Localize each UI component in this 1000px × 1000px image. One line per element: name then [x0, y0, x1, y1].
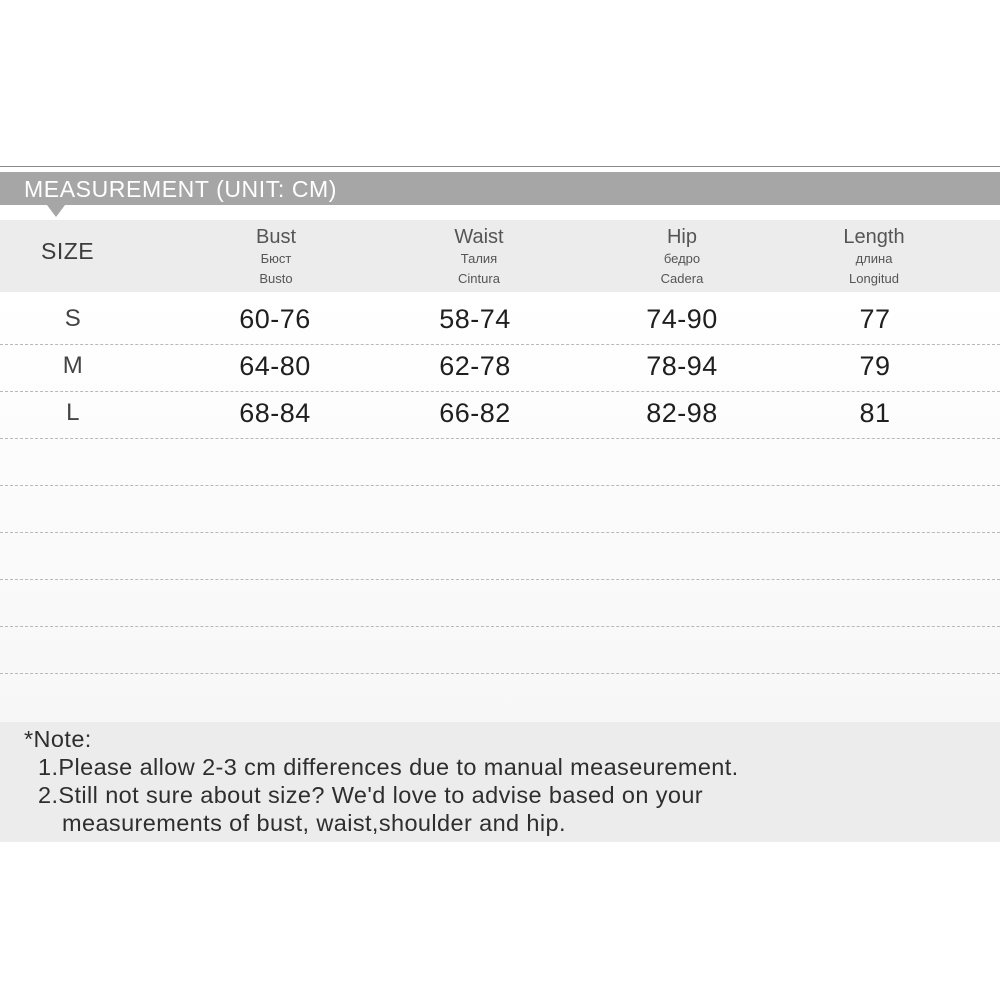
column-heading-length: Length длина Longitud [774, 224, 974, 289]
row-divider [0, 485, 1000, 486]
banner-pointer-icon [47, 205, 65, 217]
column-label-ru: длина [855, 251, 893, 266]
column-label-ru: Талия [460, 251, 498, 266]
size-cell: L [66, 399, 80, 426]
column-label-es: Cadera [660, 271, 704, 286]
bust-cell: 68-84 [239, 398, 311, 428]
row-divider [0, 344, 1000, 345]
bust-cell: 60-76 [239, 304, 311, 334]
size-cell: M [62, 352, 84, 379]
bust-cell: 64-80 [239, 351, 311, 381]
column-label-en: Waist [454, 226, 504, 248]
column-label-ru: Бюст [260, 251, 292, 266]
table-header [0, 220, 1000, 292]
column-label-en: Hip [666, 226, 697, 248]
table-body [0, 292, 1000, 722]
table-row: L 68-84 66-82 82-98 81 [0, 391, 1000, 435]
row-divider [0, 673, 1000, 674]
row-divider [0, 532, 1000, 533]
column-heading-hip: Hip бедро Cadera [582, 224, 782, 289]
row-divider [0, 391, 1000, 392]
table-row: M 64-80 62-78 78-94 79 [0, 344, 1000, 388]
column-label-es: Longitud [849, 271, 899, 286]
banner-title: MEASUREMENT (UNIT: CM) [24, 176, 338, 202]
hip-cell: 78-94 [646, 351, 718, 381]
waist-cell: 62-78 [439, 351, 511, 381]
note-box: *Note: 1.Please allow 2-3 cm differences… [0, 722, 1000, 842]
table-row: S 60-76 58-74 74-90 77 [0, 297, 1000, 341]
row-divider [0, 438, 1000, 439]
column-label-ru: бедро [663, 251, 701, 266]
row-divider [0, 579, 1000, 580]
hip-cell: 74-90 [646, 304, 718, 334]
column-heading-waist: Waist Талия Cintura [379, 224, 579, 289]
column-label-es: Cintura [458, 271, 500, 286]
length-cell: 77 [859, 304, 891, 334]
note-item-continuation: measurements of bust, waist,shoulder and… [62, 810, 566, 836]
size-column-heading: SIZE [41, 238, 95, 264]
column-label-en: Length [843, 226, 905, 248]
top-rule [0, 166, 1000, 167]
waist-cell: 58-74 [439, 304, 511, 334]
waist-cell: 66-82 [439, 398, 511, 428]
length-cell: 81 [859, 398, 891, 428]
measurement-banner: MEASUREMENT (UNIT: CM) [0, 172, 1000, 205]
length-cell: 79 [859, 351, 891, 381]
row-divider [0, 626, 1000, 627]
column-label-es: Busto [259, 271, 293, 286]
hip-cell: 82-98 [646, 398, 718, 428]
size-cell: S [64, 305, 82, 332]
note-item: 1.Please allow 2-3 cm differences due to… [38, 754, 739, 780]
note-title: *Note: [24, 726, 92, 752]
note-item: 2.Still not sure about size? We'd love t… [38, 782, 704, 808]
column-heading-bust: Bust Бюст Busto [176, 224, 376, 289]
column-label-en: Bust [255, 226, 297, 248]
